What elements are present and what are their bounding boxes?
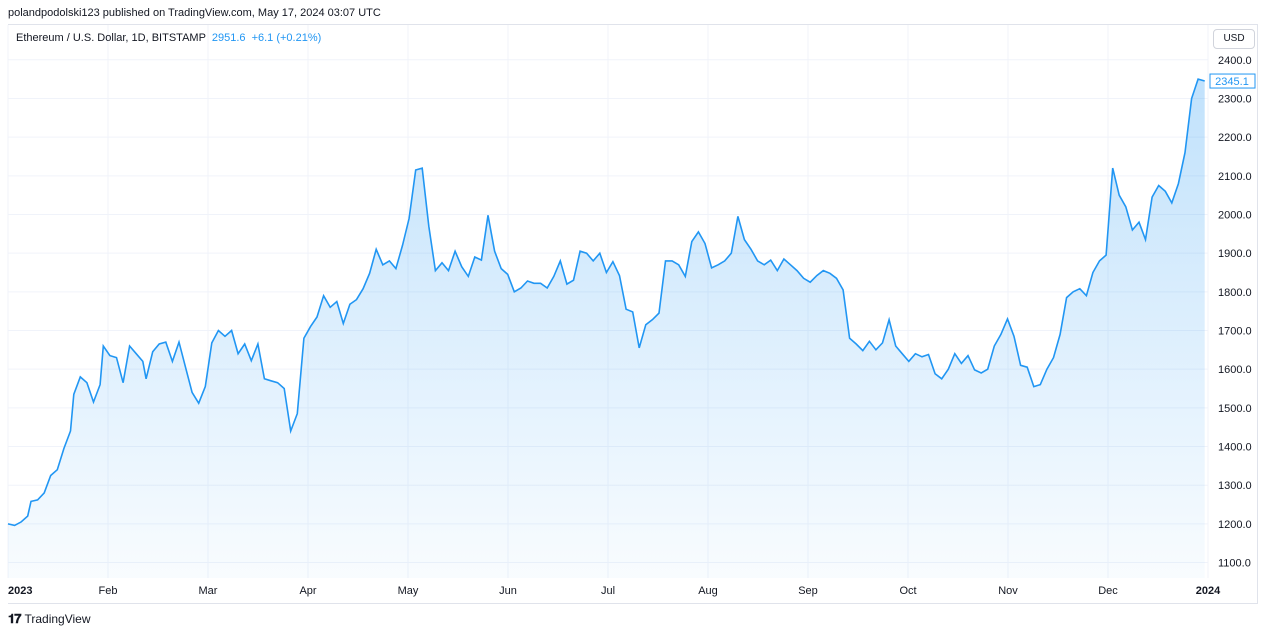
footer-brand[interactable]: TradingView xyxy=(24,612,91,626)
legend-symbol[interactable]: Ethereum / U.S. Dollar, 1D, BITSTAMP xyxy=(16,32,206,44)
x-tick-label: Feb xyxy=(99,585,118,597)
x-tick-label: Sep xyxy=(798,585,818,597)
legend-change: +6.1 (+0.21%) xyxy=(251,32,322,44)
x-tick-label: Dec xyxy=(1098,585,1118,597)
y-tick-label: 2000.0 xyxy=(1218,209,1252,221)
y-tick-label: 2100.0 xyxy=(1218,171,1252,183)
legend-price: 2951.6 xyxy=(211,32,246,44)
y-tick-label: 1700.0 xyxy=(1218,326,1252,338)
y-tick-label: 2300.0 xyxy=(1218,93,1252,105)
x-tick-label: 2024 xyxy=(1196,585,1221,597)
y-tick-label: 1500.0 xyxy=(1218,403,1252,415)
y-tick-label: 1300.0 xyxy=(1218,480,1252,492)
y-axis: 1100.0 1200.0 1300.0 1400.0 1500.0 1600.0 1700… xyxy=(1218,55,1252,570)
x-tick-label: Mar xyxy=(199,585,218,597)
y-tick-label: 2400.0 xyxy=(1218,55,1252,67)
y-tick-label: 1400.0 xyxy=(1218,442,1252,454)
x-tick-label: May xyxy=(398,585,419,597)
x-tick-label: Jun xyxy=(499,585,517,597)
currency-button[interactable]: USD xyxy=(1213,29,1255,49)
price-line xyxy=(7,78,1205,527)
chart-frame xyxy=(8,24,1258,604)
price-area xyxy=(8,79,1205,578)
y-tick-label: 1100.0 xyxy=(1218,558,1251,570)
last-price-label: 2345.1 xyxy=(1215,76,1249,88)
x-tick-label: Nov xyxy=(998,585,1018,597)
y-tick-label: 1200.0 xyxy=(1218,519,1252,531)
x-tick-label: Apr xyxy=(299,585,316,597)
x-tick-label: 2023 xyxy=(8,585,32,597)
x-tick-label: Oct xyxy=(899,585,916,597)
y-tick-label: 2200.0 xyxy=(1218,132,1252,144)
footer: 𝟏𝟕 TradingView xyxy=(8,611,91,627)
y-tick-label: 1900.0 xyxy=(1218,248,1252,260)
chart-legend: Ethereum / U.S. Dollar, 1D, BITSTAMP 295… xyxy=(16,32,321,44)
x-tick-label: Aug xyxy=(698,585,718,597)
x-axis: 2023 Feb Mar Apr May Jun Jul Aug Sep Oct Nov Dec 202… xyxy=(8,585,1221,597)
y-tick-label: 1800.0 xyxy=(1218,287,1252,299)
tradingview-logo-icon[interactable]: 𝟏𝟕 xyxy=(8,611,22,626)
y-tick-label: 1600.0 xyxy=(1218,364,1252,376)
publish-header: polandpodolski123 published on TradingVi… xyxy=(8,7,381,19)
last-price-marker: 2345.1 xyxy=(1209,73,1256,89)
x-tick-label: Jul xyxy=(601,585,615,597)
